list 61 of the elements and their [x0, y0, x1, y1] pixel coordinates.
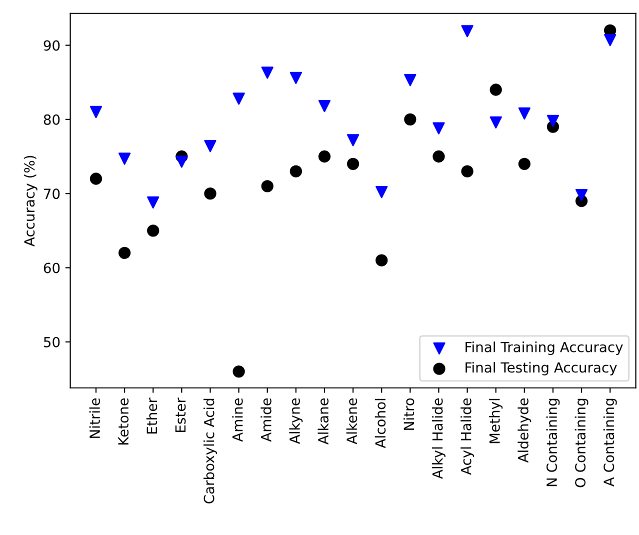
- point: [118, 246, 131, 259]
- point: [204, 140, 216, 152]
- x-tick-label: Alkyl Halide: [432, 398, 446, 479]
- point: [518, 107, 530, 120]
- y-tick-label: 70: [44, 188, 60, 200]
- x-tick-label: A Containing: [603, 398, 617, 486]
- point: [490, 116, 502, 128]
- point: [404, 113, 416, 126]
- x-tick-label: Alkyne: [289, 398, 303, 444]
- x-tick-label: Nitrile: [89, 398, 100, 438]
- point: [232, 92, 245, 105]
- point: [346, 134, 360, 146]
- point: [147, 196, 160, 209]
- point: [604, 34, 616, 46]
- x-tick-label: Amide: [260, 398, 272, 442]
- y-tick-label: 90: [44, 40, 60, 51]
- y-tick-label: 60: [44, 262, 60, 274]
- point: [90, 172, 102, 185]
- y-tick-label: 50: [44, 336, 60, 348]
- point: [318, 150, 331, 163]
- legend-label: Final Training Accuracy: [466, 342, 623, 355]
- legend-label: Final Testing Accuracy: [466, 362, 617, 376]
- point: [290, 165, 302, 178]
- point: [318, 100, 331, 112]
- x-tick-label: Ether: [146, 398, 158, 434]
- point: [176, 156, 188, 168]
- x-tick-label: Alcohol: [374, 398, 386, 448]
- point: [90, 106, 102, 118]
- x-tick-label: Amine: [232, 398, 243, 442]
- point: [575, 188, 588, 202]
- point: [261, 66, 274, 79]
- point: [432, 150, 445, 163]
- x-tick-label: Ketone: [118, 398, 129, 444]
- point: [204, 188, 216, 200]
- point: [261, 180, 274, 192]
- point: [376, 186, 388, 198]
- point: [290, 72, 302, 84]
- x-tick-label: Aldehyde: [518, 398, 532, 463]
- point: [376, 254, 388, 266]
- point: [432, 122, 445, 134]
- x-tick-label: Alkene: [346, 398, 358, 444]
- x-tick-label: Ester: [175, 398, 186, 432]
- point: [461, 25, 474, 38]
- point: [404, 74, 416, 86]
- point: [518, 158, 530, 170]
- x-tick-label: Carboxylic Acid: [204, 398, 217, 504]
- point: [546, 114, 560, 127]
- point: [232, 365, 245, 378]
- y-axis-title: Accuracy (%): [24, 156, 38, 246]
- point: [118, 152, 131, 165]
- x-tick-label: Alkane: [318, 398, 329, 445]
- point: [346, 158, 360, 170]
- x-tick-label: N Containing: [546, 398, 560, 486]
- point: [461, 165, 474, 178]
- x-tick-label: Methyl: [489, 398, 503, 444]
- point: [147, 224, 160, 237]
- point: [490, 84, 502, 96]
- x-tick-label: O Containing: [574, 398, 588, 488]
- x-tick-label: Acyl Halide: [460, 398, 474, 475]
- y-tick-label: 80: [44, 114, 60, 125]
- x-tick-label: Nitro: [403, 398, 414, 430]
